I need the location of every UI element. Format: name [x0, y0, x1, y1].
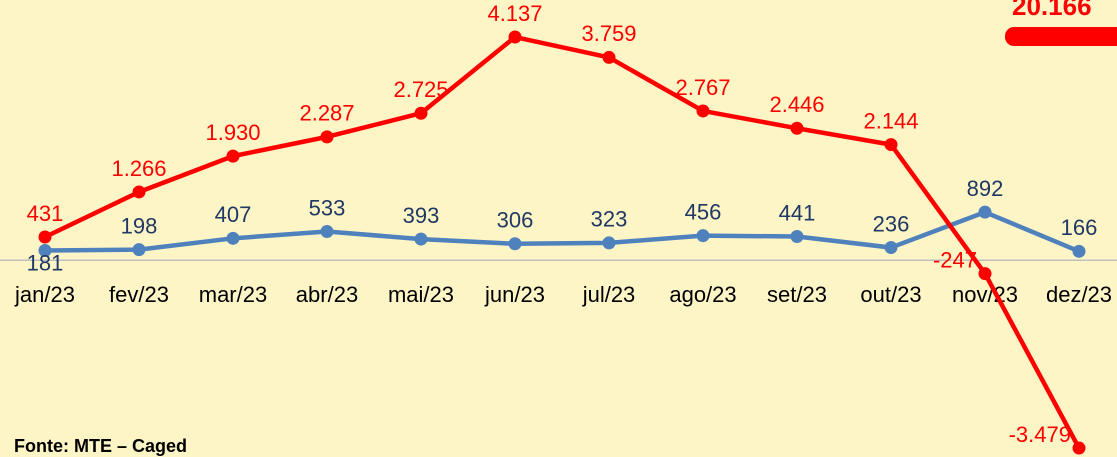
point	[978, 205, 992, 219]
point	[414, 232, 428, 246]
x-tick-label: dez/23	[1046, 282, 1112, 307]
data-label: 393	[403, 203, 440, 228]
point	[38, 230, 52, 244]
data-label: 306	[497, 208, 534, 233]
point	[38, 244, 52, 258]
point	[132, 185, 146, 199]
point	[1072, 244, 1086, 258]
data-label: 323	[591, 207, 628, 232]
data-label: 4.137	[487, 1, 542, 26]
data-label: 431	[27, 201, 64, 226]
data-label: 533	[309, 195, 346, 220]
data-label: 407	[215, 202, 252, 227]
data-label: 198	[121, 213, 158, 238]
series-line	[44, 34, 1081, 450]
data-label: 181	[27, 250, 64, 275]
data-label: 2.725	[393, 77, 448, 102]
data-label: 2.767	[675, 75, 730, 100]
point	[602, 236, 616, 250]
point	[414, 106, 428, 120]
point	[508, 30, 522, 44]
point	[884, 138, 898, 152]
x-tick-label: nov/23	[952, 282, 1018, 307]
point	[790, 229, 804, 243]
annotation-bar	[1005, 27, 1117, 46]
x-tick-label: mai/23	[388, 282, 454, 307]
data-label: 1.266	[111, 156, 166, 181]
data-label: 166	[1061, 215, 1098, 240]
point	[132, 243, 146, 257]
series-line	[44, 209, 1080, 254]
x-tick-label: fev/23	[109, 282, 169, 307]
data-label: 2.144	[863, 108, 918, 133]
x-tick-label: out/23	[860, 282, 921, 307]
point	[790, 121, 804, 135]
point	[884, 241, 898, 255]
data-label: 456	[685, 199, 722, 224]
point	[320, 225, 334, 239]
point	[602, 50, 616, 64]
annotation: 20.166	[1012, 0, 1092, 21]
data-label: -247	[933, 247, 977, 272]
x-tick-label: jan/23	[14, 282, 75, 307]
point	[978, 267, 992, 281]
x-tick-label: ago/23	[669, 282, 736, 307]
x-tick-label: set/23	[767, 282, 827, 307]
source: Fonte: MTE – Caged	[14, 436, 187, 456]
data-label: 892	[967, 176, 1004, 201]
data-label: 236	[873, 211, 910, 236]
point	[226, 231, 240, 245]
data-label: -3.479	[1009, 422, 1071, 447]
point	[696, 104, 710, 118]
data-label: 2.287	[299, 101, 354, 126]
x-tick-label: mar/23	[199, 282, 267, 307]
x-tick-label: abr/23	[296, 282, 358, 307]
data-label: 441	[779, 200, 816, 225]
point	[226, 149, 240, 163]
data-label: 2.446	[769, 92, 824, 117]
x-tick-label: jun/23	[484, 282, 545, 307]
point	[320, 130, 334, 144]
data-label: 3.759	[581, 21, 636, 46]
point	[508, 237, 522, 251]
point	[1072, 441, 1086, 455]
x-tick-label: jul/23	[582, 282, 636, 307]
point	[696, 229, 710, 243]
data-label: 1.930	[205, 120, 260, 145]
